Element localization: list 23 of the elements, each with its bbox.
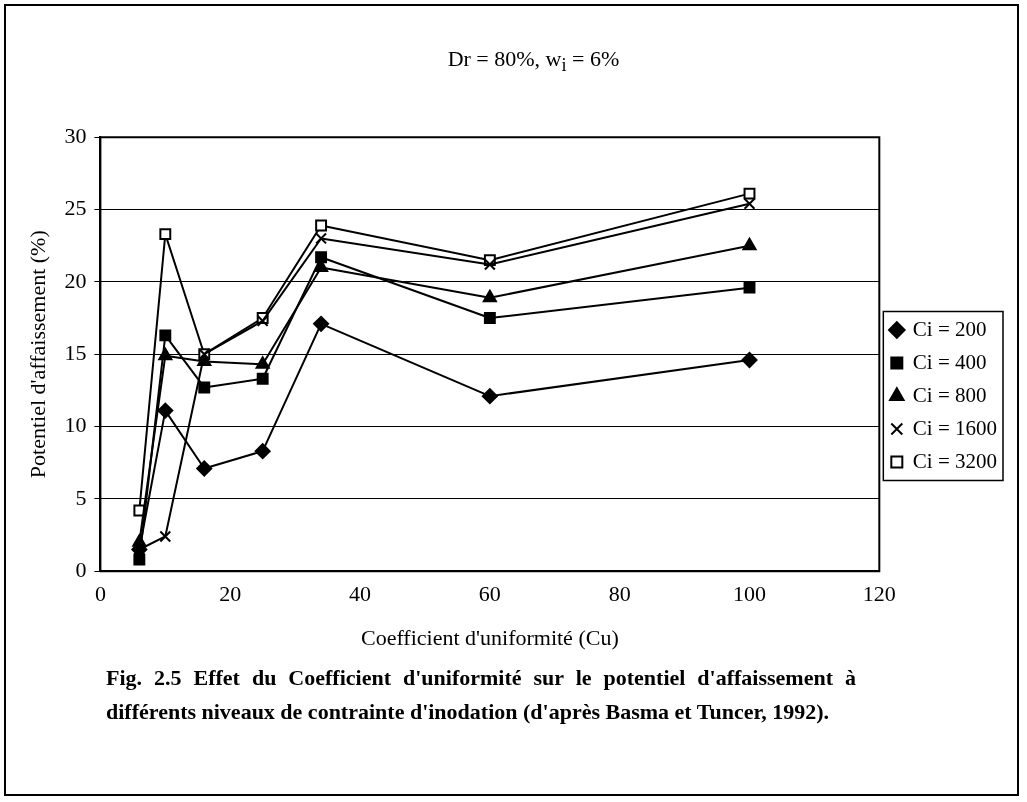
y-tick-label: 20 [64,267,87,293]
legend-label: Ci = 200 [912,316,987,341]
x-tick-label: 100 [733,581,766,607]
chart-title: Dr = 80%, w$_{i}$ = 6% [446,46,621,77]
y-tick-label: 10 [64,412,87,438]
y-tick-label: 30 [64,122,87,148]
y-tick-label: 15 [64,339,87,365]
x-tick-label: 120 [862,581,896,607]
legend-label: Ci = 400 [912,349,987,374]
y-tick-label: 5 [75,484,87,510]
legend-label: Ci = 3200 [912,448,997,473]
x-tick-label: 0 [94,581,106,607]
caption: Fig. 2.5 Effet du Coefficient d'uniformité sur le potentiel d'affaissement à différents niveaux de contrainte d'inodation (d'après Basma et Tuncer, 1992). [106,664,856,727]
legend-label: Ci = 1600 [912,415,997,440]
x-tick-label: 40 [349,581,372,607]
legend-label: Ci = 800 [912,382,987,407]
y-tick-label: 0 [75,556,87,582]
x-tick-label: 80 [608,581,631,607]
x-tick-label: 20 [219,581,242,607]
x-axis-title: Coefficient d'uniformité (Cu) [361,624,619,650]
y-axis-title: Potentiel d'affaissement (%) [24,230,50,479]
y-tick-label: 25 [64,195,87,221]
x-tick-label: 60 [478,581,501,607]
